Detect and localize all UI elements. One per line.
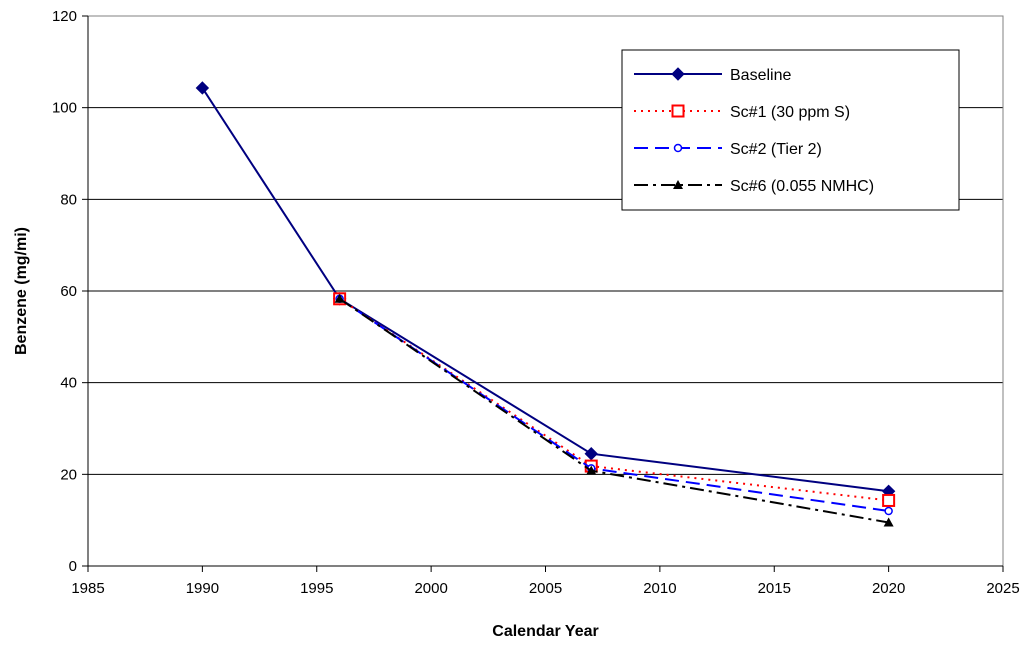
y-tick-label: 20 <box>60 466 77 483</box>
series-line <box>339 297 889 512</box>
y-tick-label: 0 <box>69 558 77 575</box>
x-tick-label: 2020 <box>872 580 905 597</box>
series-line <box>339 297 889 524</box>
x-tick-label: 1990 <box>186 580 219 597</box>
x-tick-label: 2005 <box>529 580 562 597</box>
y-tick-label: 100 <box>52 100 77 117</box>
legend-label: Sc#1 (30 ppm S) <box>730 104 850 121</box>
data-point-marker <box>584 447 598 461</box>
y-tick-label: 40 <box>60 375 77 392</box>
x-tick-label: 2000 <box>414 580 447 597</box>
legend-label: Sc#6 (0.055 NMHC) <box>730 178 874 195</box>
data-series <box>195 81 896 527</box>
data-point-marker <box>883 517 894 527</box>
data-point-marker <box>673 180 683 189</box>
axes: 0 20 40 60 80 100 120 1985 1990 1995 2000 2005 2010 2… <box>52 8 1020 597</box>
x-axis-title: Calendar Year <box>492 623 598 640</box>
data-point-marker <box>586 465 597 475</box>
legend-label: Baseline <box>730 67 791 84</box>
x-tick-label: 2010 <box>643 580 676 597</box>
data-point-marker <box>195 81 210 95</box>
data-point-marker <box>334 293 345 303</box>
data-point-marker <box>671 104 685 118</box>
x-tick-label: 2025 <box>986 580 1019 597</box>
data-point-marker <box>882 493 896 507</box>
legend: Baseline Sc#1 (30 ppm S) Sc#2 (Tier 2) Sc#6… <box>621 49 960 211</box>
x-tick-label: 1995 <box>300 580 333 597</box>
y-tick-label: 80 <box>60 191 77 208</box>
legend-label: Sc#2 (Tier 2) <box>730 141 822 158</box>
x-tick-label: 1985 <box>71 580 104 597</box>
data-point-marker <box>671 67 685 81</box>
series-line <box>339 297 889 502</box>
data-point-marker <box>884 506 893 516</box>
x-tick-label: 2015 <box>758 580 791 597</box>
series-4 <box>334 293 894 527</box>
data-point-marker <box>673 143 683 153</box>
y-tick-label: 60 <box>60 283 77 300</box>
series-line <box>201 87 889 493</box>
y-axis-title: Benzene (mg/mi) <box>13 227 30 355</box>
y-tick-label: 120 <box>52 8 77 25</box>
